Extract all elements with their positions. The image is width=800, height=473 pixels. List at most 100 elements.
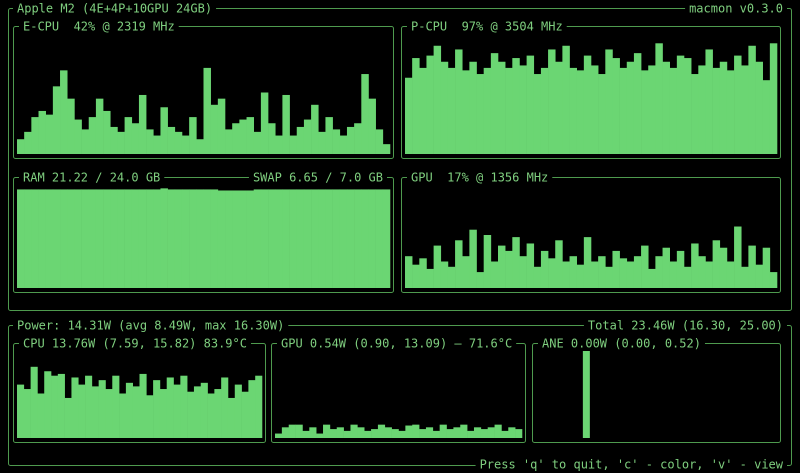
usage-bar xyxy=(748,45,756,155)
usage-bar xyxy=(181,135,190,154)
usage-bar xyxy=(583,55,592,154)
usage-bar xyxy=(605,266,613,288)
usage-bar xyxy=(193,386,202,438)
usage-bar xyxy=(275,189,283,288)
usage-bar xyxy=(311,104,319,154)
usage-bar xyxy=(311,189,319,288)
usage-bar xyxy=(548,258,556,288)
usage-bar xyxy=(52,86,61,154)
usage-bar xyxy=(117,131,125,154)
usage-bar xyxy=(17,139,25,154)
usage-bar xyxy=(641,245,649,288)
usage-bar xyxy=(398,430,406,438)
usage-bar xyxy=(105,389,113,438)
usage-bar xyxy=(633,256,642,288)
usage-bar xyxy=(260,189,269,288)
usage-bar xyxy=(78,384,86,438)
usage-bar xyxy=(726,70,735,154)
usage-bar xyxy=(146,189,154,288)
usage-bar xyxy=(548,49,556,155)
usage-bar xyxy=(662,247,670,288)
usage-bar xyxy=(296,126,305,154)
usage-bar xyxy=(217,98,226,154)
usage-bar xyxy=(282,94,290,154)
usage-bar xyxy=(268,189,276,288)
usage-bar xyxy=(241,391,249,438)
usage-bar xyxy=(762,80,771,154)
usage-bar xyxy=(769,43,778,154)
usage-bar xyxy=(368,98,376,154)
usage-bar xyxy=(336,427,344,438)
label-backing xyxy=(538,337,705,351)
usage-bar xyxy=(38,189,46,288)
label-backing xyxy=(19,20,179,34)
usage-bar xyxy=(60,189,68,288)
panel-title-right: SWAP 6.65 / 7.0 GB xyxy=(253,171,383,185)
usage-bar xyxy=(446,429,454,438)
usage-bar xyxy=(440,261,449,288)
usage-bar xyxy=(405,256,413,288)
usage-bar xyxy=(591,65,599,154)
usage-bar xyxy=(67,189,75,288)
usage-bar xyxy=(160,188,168,288)
panel-frame xyxy=(13,177,394,293)
usage-bar xyxy=(196,139,204,154)
usage-bar xyxy=(505,67,513,154)
power-total: Total 23.46W (16.30, 25.00) xyxy=(588,319,783,333)
power-panel-title: GPU 0.54W (0.90, 13.09) — 71.6°C xyxy=(281,337,512,351)
power-title: Power: 14.31W (avg 8.49W, max 16.30W) xyxy=(17,319,284,333)
usage-bar xyxy=(391,429,399,438)
usage-bar xyxy=(648,268,656,288)
usage-bar xyxy=(487,427,495,438)
usage-bar xyxy=(289,189,298,288)
usage-bar xyxy=(103,189,111,288)
usage-bar xyxy=(131,189,140,288)
usage-bar xyxy=(712,240,721,288)
usage-bar xyxy=(91,386,99,438)
usage-bar xyxy=(384,427,392,438)
usage-bar xyxy=(405,425,413,438)
usage-bar xyxy=(591,261,599,288)
usage-bar xyxy=(38,110,46,154)
usage-bar xyxy=(88,117,97,154)
usage-bar xyxy=(146,129,154,154)
usage-bar xyxy=(439,424,447,438)
usage-bar xyxy=(323,424,331,438)
usage-bar xyxy=(361,74,369,154)
panel-title: P-CPU 97% @ 3504 MHz xyxy=(411,20,563,34)
usage-bar xyxy=(669,67,678,154)
usage-bar xyxy=(467,430,475,438)
usage-bar xyxy=(239,119,247,154)
usage-bar xyxy=(260,92,269,154)
usage-bar xyxy=(726,261,735,288)
usage-bar xyxy=(462,256,470,288)
usage-bar xyxy=(562,261,570,288)
usage-bar xyxy=(490,53,499,154)
usage-bar xyxy=(153,135,161,154)
usage-bar xyxy=(447,67,456,154)
usage-bar xyxy=(153,380,161,438)
usage-bar xyxy=(281,427,290,438)
usage-bar xyxy=(354,189,362,288)
usage-bar xyxy=(203,189,211,288)
usage-bar xyxy=(419,258,427,288)
usage-bar xyxy=(124,117,133,154)
usage-bar xyxy=(196,189,204,288)
usage-bar xyxy=(103,110,111,154)
usage-bar xyxy=(453,427,461,438)
usage-bar xyxy=(648,65,656,154)
usage-bar xyxy=(124,189,133,288)
usage-bar xyxy=(210,104,219,154)
usage-bar xyxy=(282,189,290,288)
usage-bar xyxy=(332,189,341,288)
usage-bar xyxy=(533,74,542,154)
usage-bar xyxy=(375,129,384,154)
usage-bar xyxy=(555,61,563,154)
usage-bar xyxy=(57,373,65,438)
usage-bar xyxy=(698,256,706,288)
usage-bar xyxy=(655,43,663,154)
usage-bar xyxy=(225,129,233,154)
usage-bar xyxy=(239,190,247,288)
usage-bar xyxy=(325,189,333,288)
usage-bar xyxy=(189,189,197,288)
